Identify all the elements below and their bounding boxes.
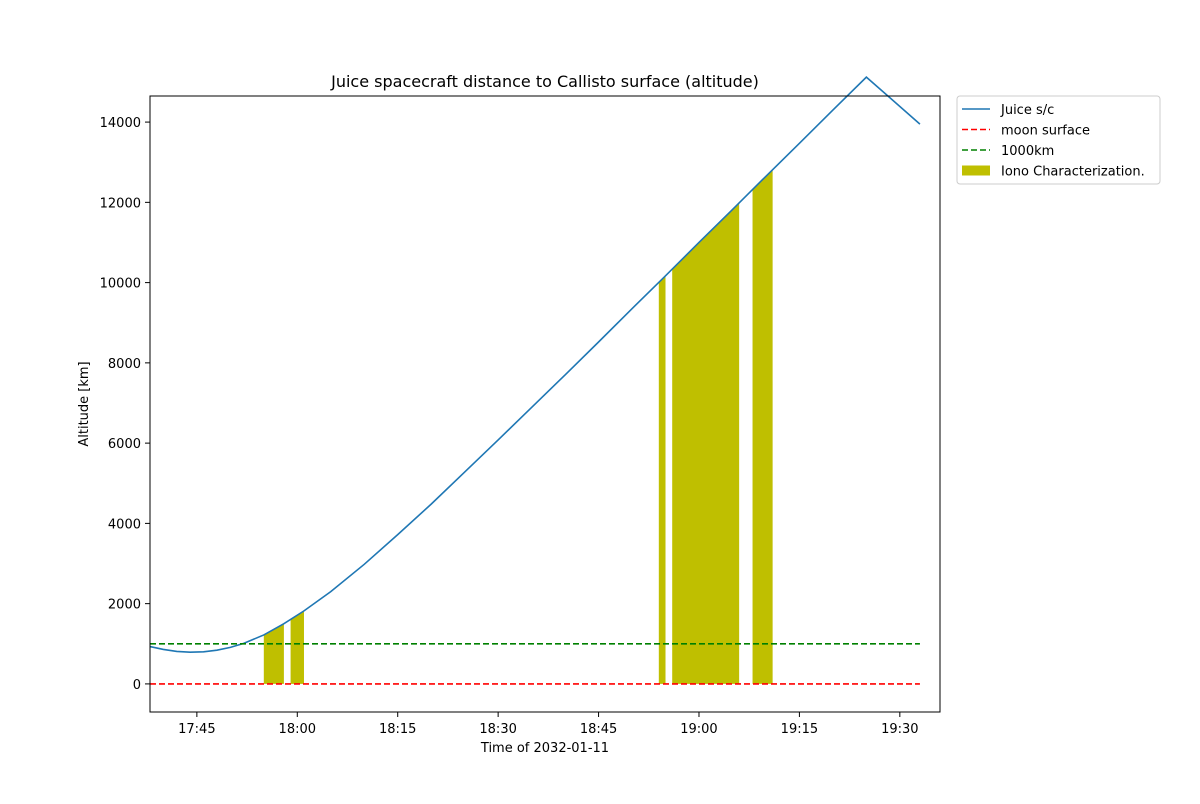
chart-title: Juice spacecraft distance to Callisto su… xyxy=(330,72,759,91)
y-tick-label: 4000 xyxy=(108,517,141,532)
y-tick-label: 8000 xyxy=(108,357,141,372)
x-tick-label: 18:45 xyxy=(580,722,617,737)
y-tick-label: 12000 xyxy=(100,196,141,211)
series-lines xyxy=(149,76,921,685)
y-tick-label: 10000 xyxy=(100,277,141,292)
iono-region-1 xyxy=(263,623,284,684)
legend-label-moon-surface: moon surface xyxy=(1001,124,1090,139)
y-tick-label: 6000 xyxy=(108,437,141,452)
x-tick-label: 19:15 xyxy=(781,722,818,737)
fill-regions xyxy=(263,169,773,684)
y-tick-label: 2000 xyxy=(108,598,141,613)
x-axis-label: Time of 2032-01-11 xyxy=(480,741,609,756)
iono-region-4 xyxy=(672,202,740,684)
legend-label-juice-s-c: Juice s/c xyxy=(1000,103,1054,118)
y-ticks: 0 2000 4000 6000 8000 10000 12000 14000 xyxy=(100,116,150,693)
y-axis-label: Altitude [km] xyxy=(77,361,92,446)
y-tick-label: 14000 xyxy=(100,116,141,131)
iono-region-5 xyxy=(752,169,773,684)
plot-frame xyxy=(149,95,941,713)
legend: Juice s/c moon surface 1000km Iono Characte… xyxy=(956,95,1161,185)
legend-label-iono-characterization: Iono Characterization. xyxy=(1001,165,1145,180)
x-tick-label: 18:00 xyxy=(279,722,316,737)
x-tick-label: 18:30 xyxy=(479,722,516,737)
y-tick-label: 0 xyxy=(133,678,141,693)
legend-frame xyxy=(956,95,1161,185)
x-ticks: 17:45 18:00 18:15 18:30 18:45 19:00 19:15 19:30 xyxy=(178,712,919,737)
x-tick-label: 17:45 xyxy=(178,722,215,737)
x-tick-label: 18:15 xyxy=(379,722,416,737)
x-tick-label: 19:00 xyxy=(680,722,717,737)
iono-region-3 xyxy=(658,275,666,684)
legend-label-1000km: 1000km xyxy=(1001,144,1054,159)
x-tick-label: 19:30 xyxy=(881,722,918,737)
series-line-juice-s-c xyxy=(149,76,921,654)
iono-region-2 xyxy=(290,610,304,684)
legend-swatch-iono-characterization xyxy=(962,165,990,176)
